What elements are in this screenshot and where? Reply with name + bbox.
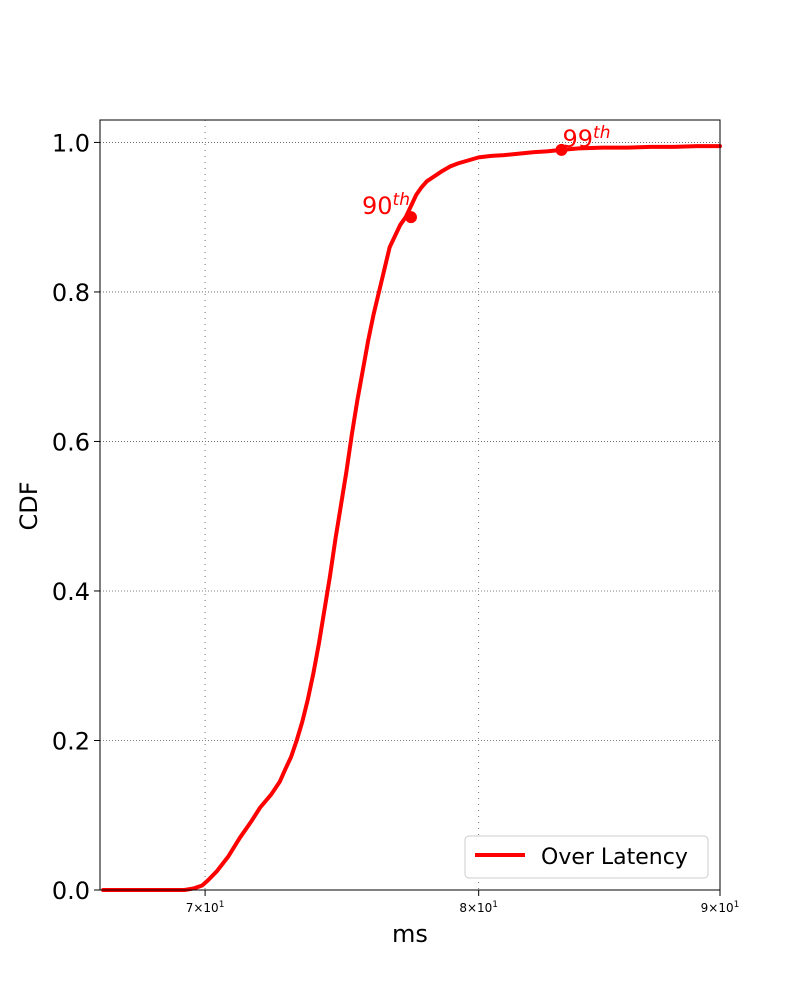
y-tick-label: 0.2	[52, 727, 90, 755]
series-layer	[101, 144, 722, 892]
annotations: 90th 99th	[362, 123, 610, 224]
series-line	[101, 144, 722, 892]
percentile-marker	[555, 143, 568, 156]
x-tick-label: 9×101	[701, 900, 740, 915]
percentile-label: 90th	[362, 190, 410, 220]
percentile-label: 99th	[562, 123, 610, 153]
y-tick-label: 0.0	[52, 877, 90, 905]
y-tick-label: 0.4	[52, 578, 90, 606]
y-tick-label: 0.6	[52, 428, 90, 456]
plot-frame	[99, 119, 721, 891]
legend: Over Latency	[464, 835, 709, 879]
y-axis-label: CDF	[15, 481, 43, 530]
axis-ticks: 0.0 0.2 0.4 0.6 0.8 1.0 7×101 8×101 9×101	[52, 129, 740, 915]
x-tick-label: 7×101	[186, 900, 225, 915]
legend-label: Over Latency	[541, 845, 688, 870]
y-tick-label: 1.0	[52, 129, 90, 157]
percentile-marker	[404, 211, 417, 224]
x-axis-label: ms	[392, 920, 428, 948]
y-tick-label: 0.8	[52, 279, 90, 307]
x-tick-label: 8×101	[459, 900, 498, 915]
legend-box	[464, 835, 709, 879]
